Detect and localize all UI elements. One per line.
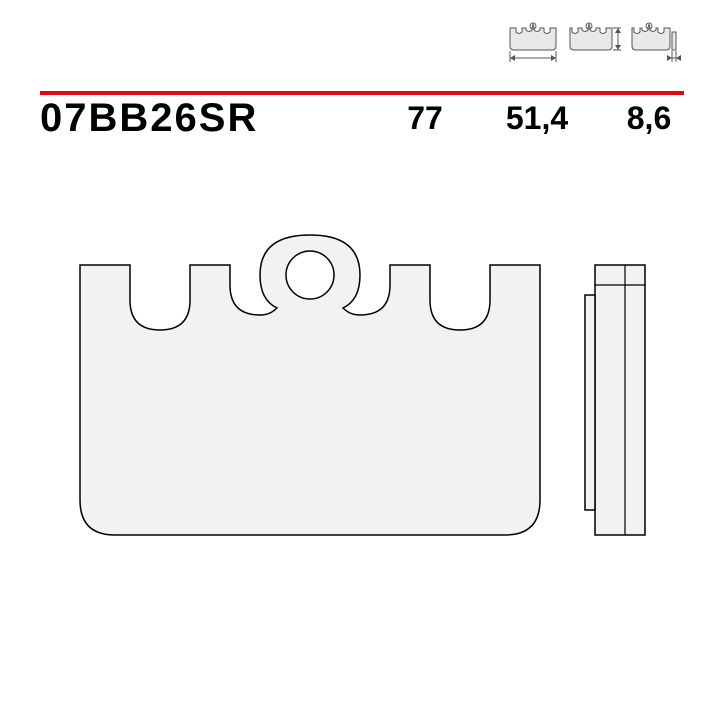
pad-height-icon: [568, 18, 622, 66]
spec-row: 07BB26SR 77 51,4 8,6: [40, 96, 684, 141]
dimension-icons-row: [506, 18, 684, 66]
dimensions: 77 51,4 8,6: [390, 100, 684, 137]
pad-side-view: [585, 265, 645, 535]
pad-width-icon: [506, 18, 560, 66]
dim-width: 77: [390, 100, 460, 137]
dim-thickness: 8,6: [614, 100, 684, 137]
brake-pad-diagram: [60, 200, 664, 560]
dim-height: 51,4: [502, 100, 572, 137]
pad-mount-hole: [286, 251, 334, 299]
part-number: 07BB26SR: [40, 96, 258, 141]
separator-line: [40, 82, 684, 86]
pad-thickness-icon: [630, 18, 684, 66]
